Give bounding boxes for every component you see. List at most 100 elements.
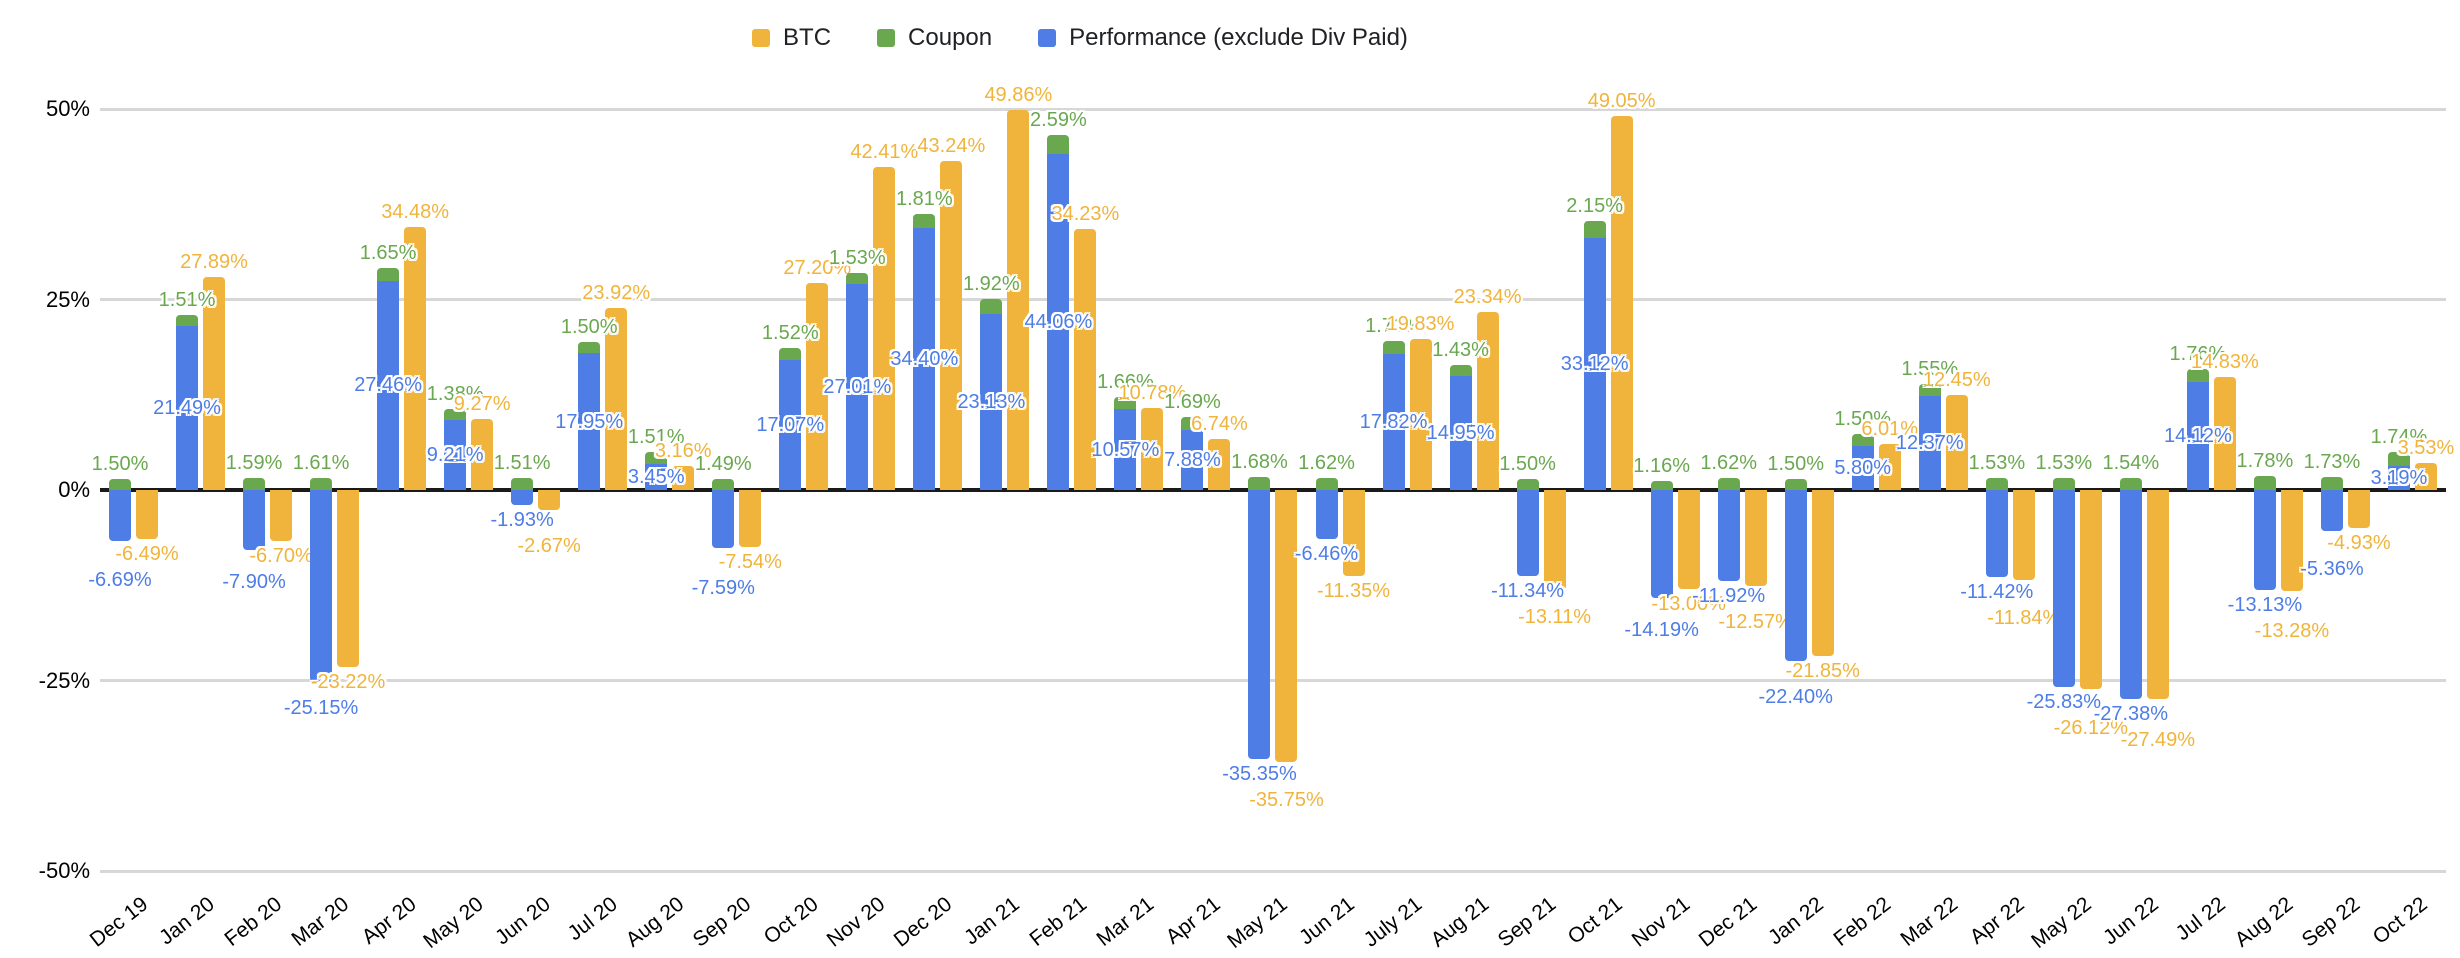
bar-btc[interactable] <box>2012 490 2035 581</box>
bar-performance[interactable] <box>1985 490 2008 578</box>
bar-performance[interactable] <box>2387 465 2410 490</box>
bar-performance[interactable] <box>2052 490 2075 687</box>
bar-btc[interactable] <box>2347 490 2370 528</box>
bar-performance[interactable] <box>2186 382 2209 490</box>
bar-coupon[interactable] <box>1918 383 1941 396</box>
bar-btc[interactable] <box>940 160 963 490</box>
bar-coupon[interactable] <box>1516 478 1539 490</box>
bar-performance[interactable] <box>645 463 668 490</box>
bar-performance[interactable] <box>1784 490 1807 661</box>
bar-coupon[interactable] <box>2052 478 2075 490</box>
bar-btc[interactable] <box>2146 490 2169 700</box>
bar-performance[interactable] <box>2320 490 2343 531</box>
bar-performance[interactable] <box>444 419 467 490</box>
bar-btc[interactable] <box>672 465 695 490</box>
bar-coupon[interactable] <box>1650 481 1673 490</box>
bar-btc[interactable] <box>1677 490 1700 590</box>
bar-btc[interactable] <box>2280 490 2303 592</box>
bar-performance[interactable] <box>1516 490 1539 577</box>
bar-coupon[interactable] <box>2253 476 2276 490</box>
bar-coupon[interactable] <box>779 348 802 360</box>
bar-btc[interactable] <box>2414 463 2437 490</box>
bar-performance[interactable] <box>2253 490 2276 591</box>
bar-btc[interactable] <box>1409 338 1432 490</box>
bar-coupon[interactable] <box>913 214 936 228</box>
bar-btc[interactable] <box>1476 312 1499 490</box>
bar-performance[interactable] <box>712 490 735 548</box>
bar-btc[interactable] <box>337 490 360 667</box>
bar-btc[interactable] <box>1074 229 1097 490</box>
bar-coupon[interactable] <box>444 409 467 420</box>
bar-btc[interactable] <box>1208 438 1231 490</box>
bar-coupon[interactable] <box>377 268 400 281</box>
bar-btc[interactable] <box>1744 490 1767 586</box>
bar-btc[interactable] <box>1945 395 1968 490</box>
bar-performance[interactable] <box>1583 237 1606 490</box>
bar-btc[interactable] <box>1878 444 1901 490</box>
bar-coupon[interactable] <box>712 478 735 490</box>
bar-performance[interactable] <box>176 326 199 490</box>
bar-performance[interactable] <box>243 490 266 551</box>
bar-coupon[interactable] <box>243 477 266 490</box>
bar-performance[interactable] <box>1315 490 1338 540</box>
bar-coupon[interactable] <box>1449 365 1472 377</box>
bar-btc[interactable] <box>1141 407 1164 490</box>
bar-btc[interactable] <box>605 307 628 490</box>
bar-btc[interactable] <box>203 277 226 490</box>
bar-btc[interactable] <box>1610 116 1633 490</box>
bar-performance[interactable] <box>779 359 802 490</box>
bar-performance[interactable] <box>913 227 936 490</box>
bar-coupon[interactable] <box>578 341 601 354</box>
bar-btc[interactable] <box>2079 490 2102 690</box>
bar-coupon[interactable] <box>645 452 668 464</box>
bar-performance[interactable] <box>1047 154 1070 490</box>
bar-performance[interactable] <box>1382 354 1405 490</box>
bar-coupon[interactable] <box>846 272 869 285</box>
bar-coupon[interactable] <box>1315 477 1338 490</box>
bar-performance[interactable] <box>980 313 1003 490</box>
bar-coupon[interactable] <box>1248 477 1271 490</box>
bar-btc[interactable] <box>2213 376 2236 490</box>
bar-performance[interactable] <box>310 490 333 682</box>
bar-performance[interactable] <box>1114 409 1137 490</box>
bar-performance[interactable] <box>2119 490 2142 699</box>
bar-coupon[interactable] <box>1717 477 1740 490</box>
bar-performance[interactable] <box>1181 429 1204 490</box>
bar-btc[interactable] <box>1811 490 1834 657</box>
bar-btc[interactable] <box>1543 490 1566 590</box>
bar-btc[interactable] <box>270 490 293 542</box>
bar-performance[interactable] <box>1851 445 1874 490</box>
bar-performance[interactable] <box>846 284 869 490</box>
bar-performance[interactable] <box>109 490 131 541</box>
bar-coupon[interactable] <box>980 299 1003 314</box>
bar-coupon[interactable] <box>109 478 131 490</box>
bar-coupon[interactable] <box>2119 478 2142 490</box>
bar-btc[interactable] <box>739 490 762 548</box>
bar-performance[interactable] <box>1918 395 1941 490</box>
bar-performance[interactable] <box>511 490 534 505</box>
bar-coupon[interactable] <box>2186 368 2209 383</box>
bar-performance[interactable] <box>377 280 400 490</box>
bar-coupon[interactable] <box>1114 396 1137 410</box>
bar-btc[interactable] <box>136 490 158 540</box>
bar-coupon[interactable] <box>2387 452 2410 466</box>
bar-btc[interactable] <box>1275 490 1298 763</box>
bar-coupon[interactable] <box>1583 221 1606 238</box>
bar-coupon[interactable] <box>511 478 534 490</box>
bar-btc[interactable] <box>1007 110 1030 490</box>
bar-btc[interactable] <box>873 166 896 490</box>
bar-coupon[interactable] <box>1181 417 1204 430</box>
bar-coupon[interactable] <box>1851 434 1874 446</box>
bar-coupon[interactable] <box>1382 341 1405 355</box>
bar-coupon[interactable] <box>310 477 333 490</box>
bar-performance[interactable] <box>1449 376 1472 490</box>
bar-btc[interactable] <box>806 282 829 490</box>
bar-btc[interactable] <box>471 419 494 490</box>
bar-coupon[interactable] <box>1784 478 1807 490</box>
bar-btc[interactable] <box>404 227 427 490</box>
bar-coupon[interactable] <box>176 314 199 327</box>
bar-coupon[interactable] <box>2320 476 2343 490</box>
bar-btc[interactable] <box>1342 490 1365 577</box>
bar-performance[interactable] <box>1248 490 1271 760</box>
